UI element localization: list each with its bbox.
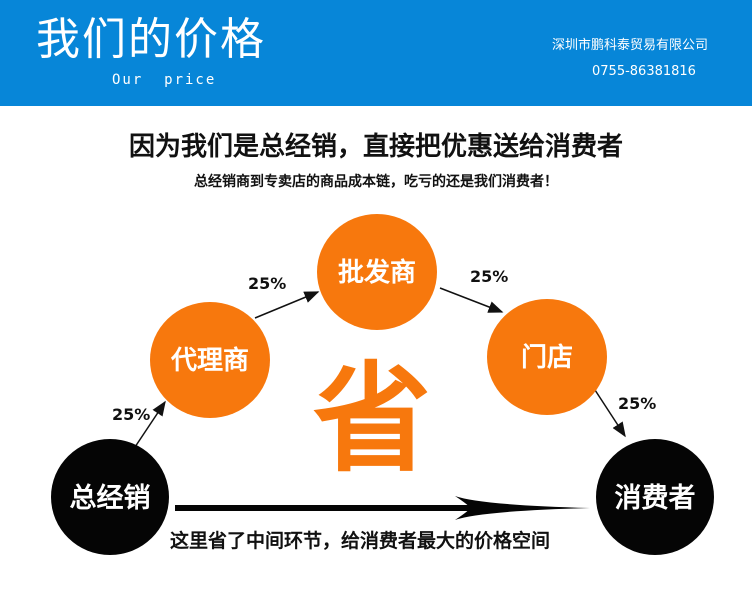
arrow-4 bbox=[594, 389, 626, 438]
node-label-agent: 代理商 bbox=[170, 345, 249, 376]
company-name: 深圳市鹏科泰贸易有限公司 bbox=[552, 38, 709, 53]
node-general-distributor bbox=[51, 439, 169, 555]
node-consumer bbox=[596, 439, 714, 555]
edge-label-1: 25% bbox=[112, 405, 150, 424]
big-arrow-head bbox=[455, 496, 590, 520]
node-store bbox=[487, 299, 607, 415]
node-agent bbox=[150, 302, 270, 418]
headline: 因为我们是总经销，直接把优惠送给消费者 bbox=[128, 132, 623, 162]
edge-label-4: 25% bbox=[618, 394, 656, 413]
arrow-2 bbox=[254, 291, 320, 319]
node-label-store: 门店 bbox=[521, 343, 573, 373]
node-label-general-distributor: 总经销 bbox=[70, 482, 151, 514]
phone-number: 0755-86381816 bbox=[592, 64, 696, 79]
big-arrow-shaft bbox=[175, 505, 475, 511]
page-title: 我们的价格 bbox=[36, 14, 266, 65]
arrow-1 bbox=[134, 400, 166, 448]
header-banner: 我们的价格 Our price 深圳市鹏科泰贸易有限公司 0755-863818… bbox=[0, 0, 752, 106]
node-wholesaler bbox=[317, 214, 437, 330]
page-subtitle: Our price bbox=[112, 72, 217, 88]
subheadline: 总经销商到专卖店的商品成本链，吃亏的还是我们消费者！ bbox=[194, 174, 558, 190]
save-character: 省 bbox=[313, 350, 431, 488]
node-label-wholesaler: 批发商 bbox=[338, 257, 416, 288]
node-label-consumer: 消费者 bbox=[615, 483, 696, 514]
edge-label-3: 25% bbox=[470, 267, 508, 286]
bottom-note: 这里省了中间环节，给消费者最大的价格空间 bbox=[170, 530, 551, 552]
edge-label-2: 25% bbox=[248, 274, 286, 293]
arrow-3 bbox=[439, 287, 504, 313]
